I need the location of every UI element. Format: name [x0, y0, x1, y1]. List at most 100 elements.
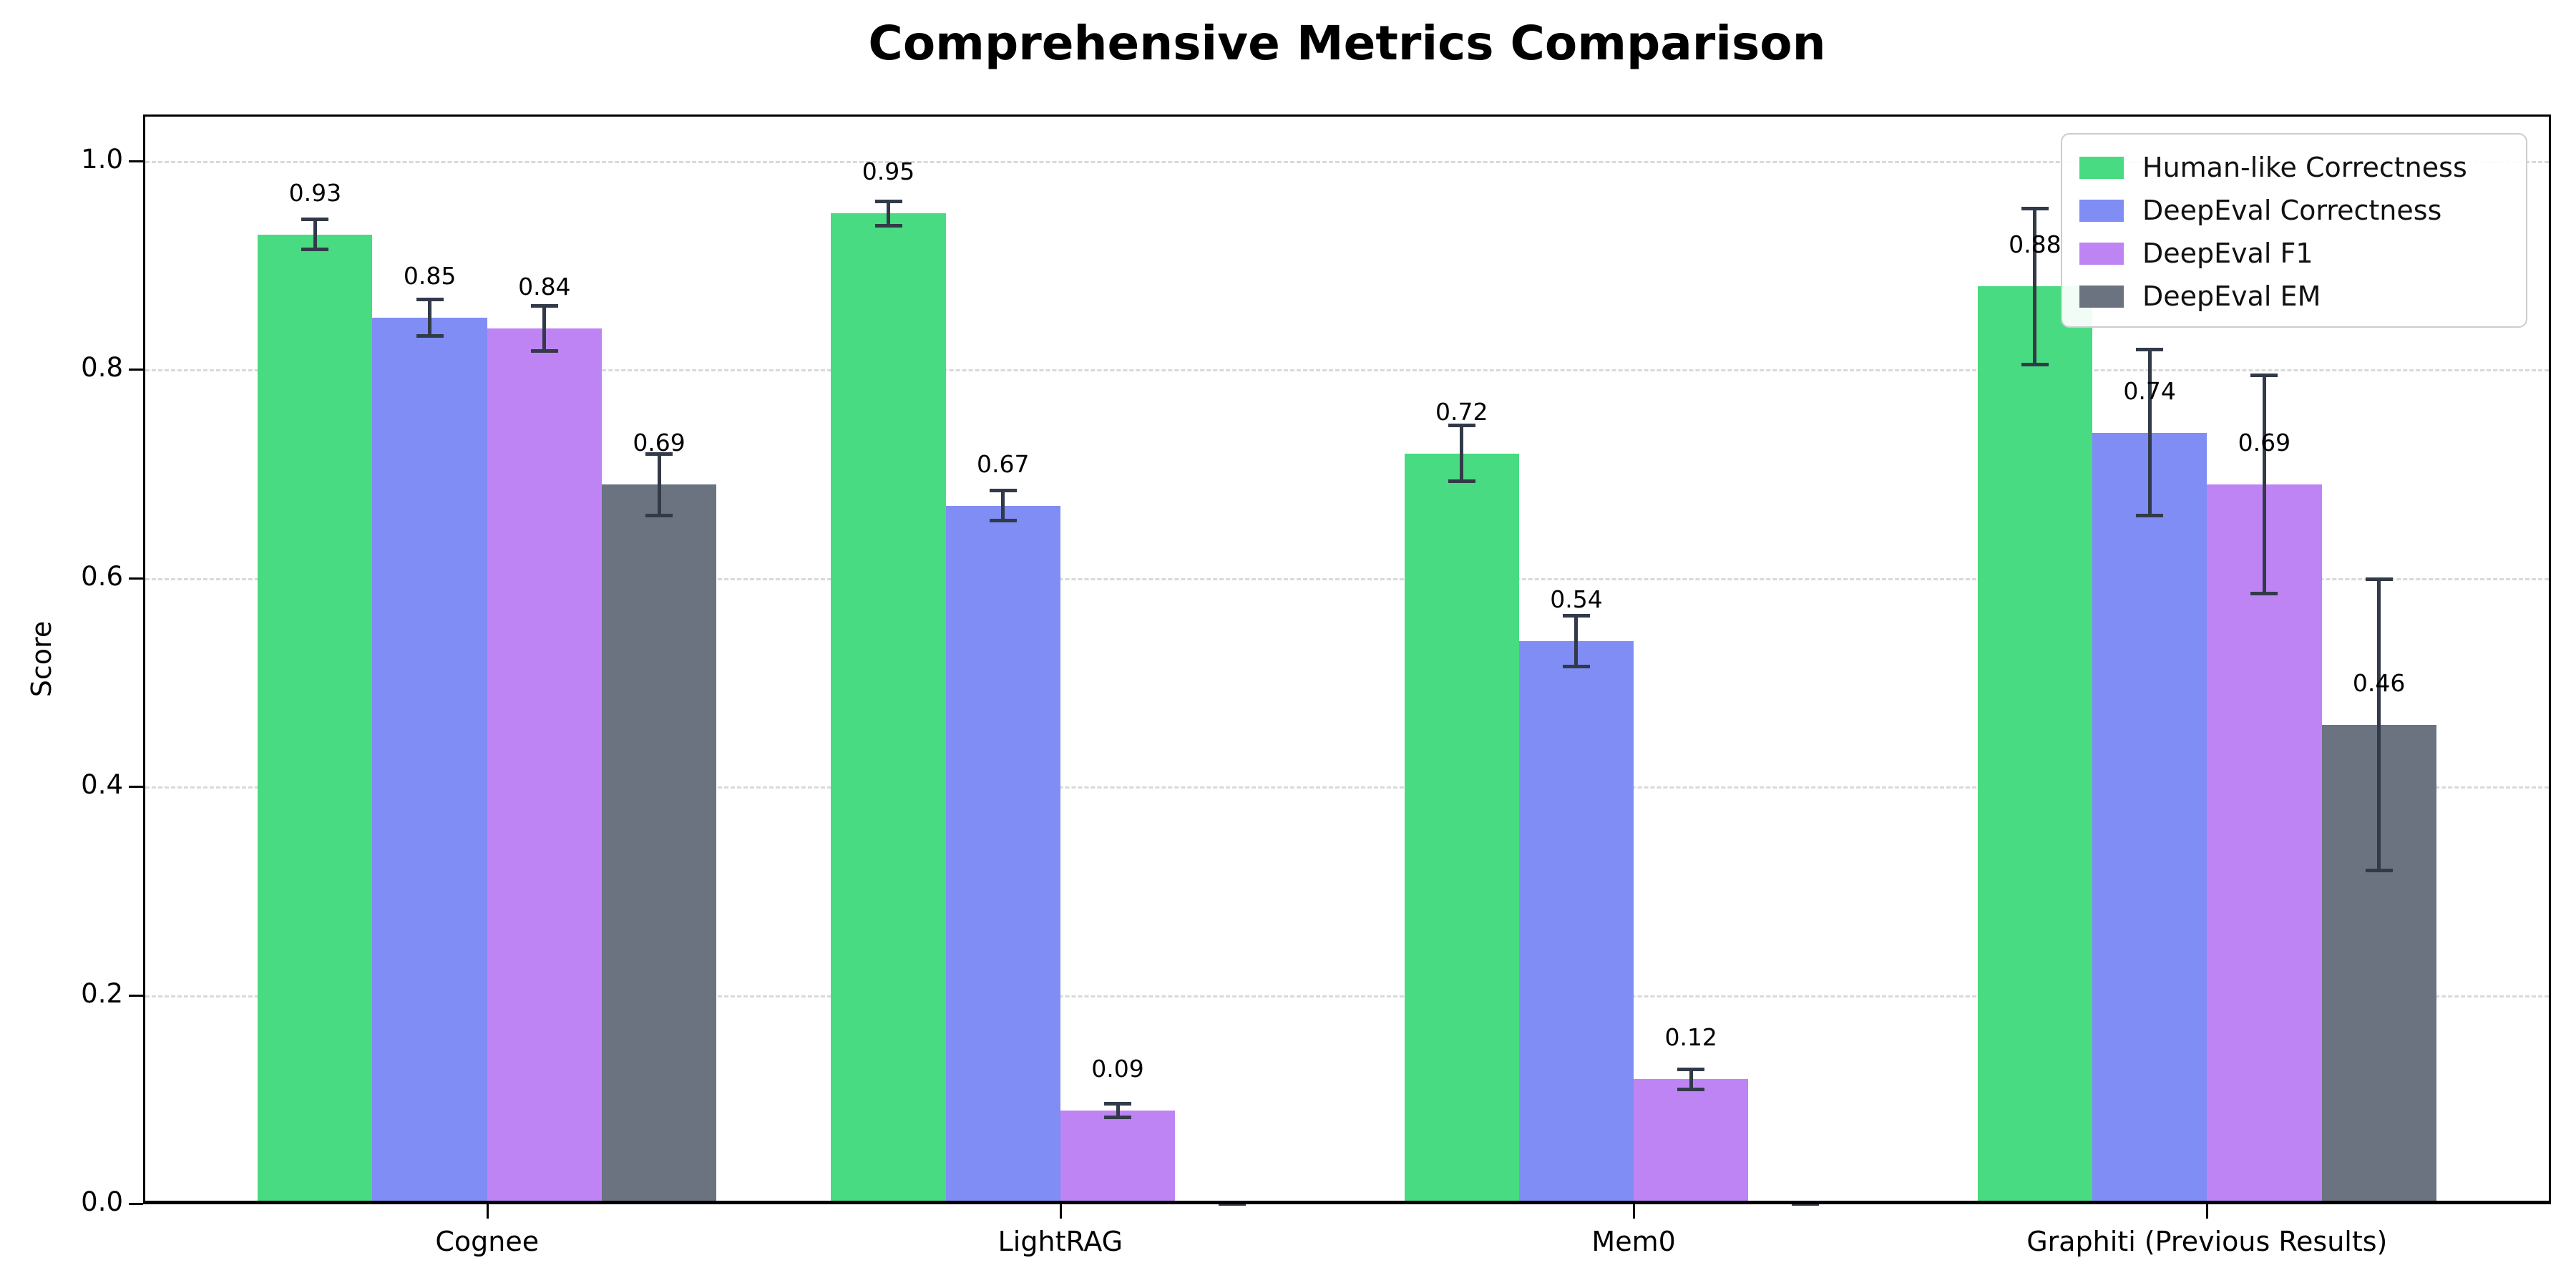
error-bar-cap: [2021, 207, 2049, 211]
bar: [258, 234, 373, 1204]
y-tick-label: 0.2: [81, 977, 123, 1009]
y-tick-label: 0.0: [81, 1186, 123, 1217]
bar-value-label: 0.88: [2009, 230, 2062, 259]
x-tick-mark: [486, 1204, 489, 1219]
legend-label: DeepEval EM: [2142, 280, 2321, 312]
x-tick-mark: [1633, 1204, 1636, 1219]
y-tick-mark: [129, 1203, 143, 1205]
legend-swatch-icon: [2079, 285, 2124, 308]
error-bar-line: [2147, 348, 2152, 517]
error-bar-cap: [2136, 514, 2164, 518]
y-tick-label: 0.8: [81, 352, 123, 384]
bar: [1977, 286, 2093, 1204]
error-bar-cap: [1104, 1116, 1132, 1120]
error-bar-line: [1460, 425, 1464, 482]
legend-item: Human-like Correctness: [2079, 146, 2526, 189]
bar-value-label: 0.95: [862, 157, 915, 186]
legend-label: DeepEval F1: [2142, 238, 2313, 269]
bar: [1404, 453, 1519, 1204]
error-bar-cap: [645, 452, 673, 456]
y-tick-mark: [129, 160, 143, 162]
error-bar-cap: [1677, 1067, 1705, 1071]
bar: [1634, 1079, 1749, 1204]
gridline: [145, 995, 2549, 997]
error-bar-cap: [1104, 1101, 1132, 1106]
error-bar-cap: [416, 334, 444, 338]
bar: [945, 505, 1060, 1204]
bar-value-label: 0.84: [518, 272, 571, 301]
legend: Human-like Correctness DeepEval Correctn…: [2061, 133, 2527, 328]
bar-value-label: 0.12: [1664, 1023, 1717, 1052]
error-bar-line: [1574, 615, 1579, 668]
gridline: [145, 160, 2549, 163]
y-tick-label: 0.4: [81, 769, 123, 801]
error-bar-line: [2377, 578, 2381, 871]
bar-value-label: 0.74: [2123, 376, 2176, 405]
error-bar-line: [2262, 375, 2266, 595]
y-tick-label: 0.6: [81, 560, 123, 592]
y-tick-mark: [129, 786, 143, 789]
error-bar-cap: [2136, 347, 2164, 351]
bar-value-label: 0.67: [977, 449, 1030, 478]
error-bar-cap: [416, 297, 444, 301]
error-bar-line: [1116, 1103, 1120, 1118]
legend-item: DeepEval F1: [2079, 232, 2526, 275]
legend-swatch-icon: [2079, 242, 2124, 265]
error-bar-cap: [2021, 362, 2049, 366]
error-bar-cap: [874, 223, 902, 228]
x-tick-label: Graphiti (Previous Results): [2026, 1226, 2388, 1257]
x-tick-label: LightRAG: [997, 1226, 1123, 1257]
error-bar-line: [542, 305, 547, 351]
gridline: [145, 369, 2549, 372]
error-bar-cap: [989, 519, 1017, 523]
y-tick-mark: [129, 369, 143, 371]
bar: [1518, 640, 1634, 1204]
bar-value-label: 0.09: [1091, 1054, 1144, 1083]
bar-value-label: 0.69: [2238, 429, 2291, 457]
error-bar-line: [1001, 489, 1005, 522]
bar-value-label: 0.72: [1435, 397, 1488, 426]
x-tick-label: Mem0: [1591, 1226, 1676, 1257]
bar: [601, 484, 717, 1204]
bar: [2207, 484, 2322, 1204]
error-bar-cap: [1562, 665, 1590, 669]
bar-value-label: 0.46: [2352, 668, 2406, 697]
error-bar-cap: [2365, 577, 2393, 581]
error-bar-cap: [2365, 868, 2393, 872]
legend-swatch-icon: [2079, 156, 2124, 179]
bar-value-label: 0.54: [1550, 585, 1603, 613]
error-bar-line: [887, 200, 891, 226]
error-bar-cap: [1448, 479, 1475, 483]
bar-value-label: 0.93: [288, 178, 342, 207]
y-axis-label: Score: [26, 620, 57, 698]
bar-value-label: 0.69: [633, 429, 686, 457]
bar-value-label: 0.85: [403, 262, 457, 291]
bar: [372, 318, 487, 1204]
error-bar-cap: [874, 199, 902, 203]
error-bar-cap: [2250, 374, 2278, 378]
x-tick-mark: [2206, 1204, 2209, 1219]
y-tick-mark: [129, 994, 143, 997]
error-bar-line: [657, 453, 661, 517]
error-bar-cap: [1677, 1087, 1705, 1091]
error-bar-cap: [530, 303, 558, 308]
error-bar-line: [2033, 208, 2037, 365]
gridline: [145, 786, 2549, 789]
legend-item: DeepEval EM: [2079, 275, 2526, 318]
bar: [831, 213, 946, 1204]
error-bar-line: [1689, 1068, 1693, 1090]
error-bar-cap: [989, 488, 1017, 492]
y-tick-mark: [129, 577, 143, 580]
legend-swatch-icon: [2079, 199, 2124, 222]
error-bar-line: [428, 298, 432, 337]
error-bar-cap: [301, 217, 329, 221]
bar: [2092, 432, 2207, 1204]
error-bar-cap: [1792, 1202, 1820, 1206]
x-tick-mark: [1059, 1204, 1062, 1219]
y-tick-label: 1.0: [81, 143, 123, 175]
error-bar-cap: [1219, 1202, 1246, 1206]
error-bar-line: [313, 218, 317, 250]
error-bar-cap: [1562, 613, 1590, 618]
chart-title: Comprehensive Metrics Comparison: [868, 16, 1826, 71]
